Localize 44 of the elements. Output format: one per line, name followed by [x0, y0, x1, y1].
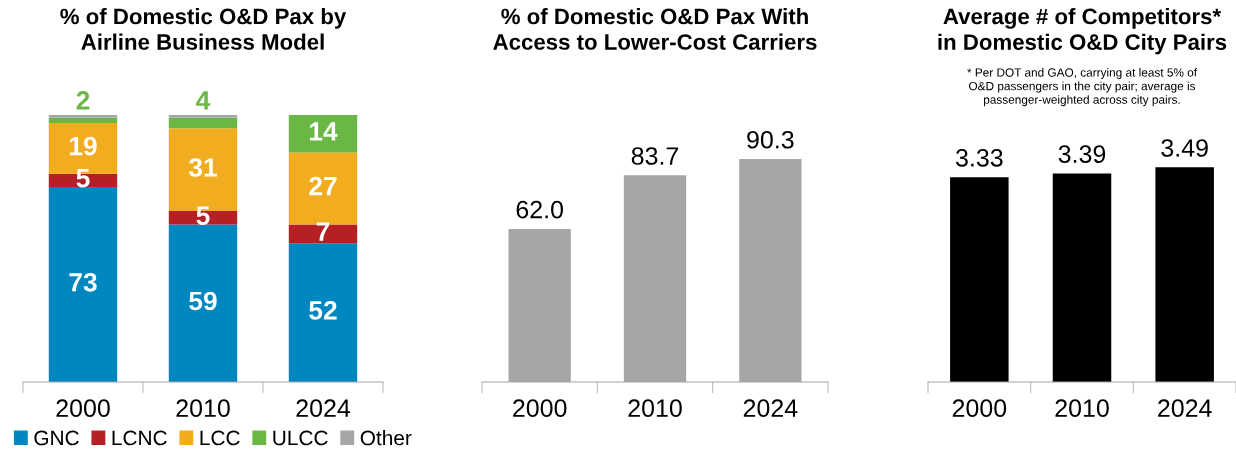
legend-label: LCC — [200, 430, 240, 446]
text: * Per DOT and GAO, carrying at least 5% of O&D passengers in the city pair; average is passenger-weighted across city pairs. — [967, 68, 1198, 107]
data-label: 2 — [76, 91, 90, 110]
data-label: 59 — [189, 291, 217, 311]
data-label: 3.39 — [1058, 145, 1106, 163]
bar — [48, 117, 118, 124]
legend-label: Other — [360, 430, 412, 446]
x-tick-label: 2000 — [513, 399, 567, 418]
data-label: 90.3 — [747, 130, 794, 149]
x-tick-label: 2024 — [296, 399, 351, 418]
data-label: 31 — [188, 158, 217, 177]
data-label: 19 — [69, 136, 97, 156]
data-label: 3.49 — [1161, 139, 1208, 157]
data-label: 3.33 — [955, 148, 1003, 167]
bar — [288, 224, 358, 244]
legend-label: ULCC — [273, 430, 328, 446]
x-tick-label: 2010 — [1055, 399, 1109, 418]
bar — [48, 187, 118, 382]
legend-label: LCNC — [112, 430, 167, 446]
legend-label: GNC — [34, 430, 79, 446]
bar — [288, 243, 358, 382]
data-label: 27 — [309, 176, 337, 196]
data-label: 62.0 — [516, 200, 564, 219]
x-tick-label: 2024 — [1158, 399, 1212, 418]
data-label: 4 — [196, 91, 211, 110]
chart-title: % of Domestic O&D Pax by Airline Business Model — [60, 8, 347, 50]
x-tick-label: 2010 — [176, 399, 230, 418]
data-label: 5 — [196, 206, 210, 225]
x-tick-label: 2000 — [952, 399, 1007, 418]
data-label: 83.7 — [631, 147, 679, 165]
x-tick-label: 2024 — [743, 399, 798, 418]
bar — [168, 115, 238, 118]
chart-title: Average # of Competitors* in Domestic O&D City Pairs — [938, 8, 1227, 55]
bar — [168, 117, 238, 129]
x-tick-label: 2000 — [56, 399, 110, 418]
x-tick-label: 2010 — [628, 399, 682, 418]
bar — [168, 224, 238, 382]
data-label: 7 — [316, 222, 330, 241]
bar — [48, 115, 118, 118]
data-label: 14 — [309, 122, 338, 141]
data-label: 73 — [69, 272, 97, 292]
data-label: 52 — [309, 300, 337, 320]
data-label: 5 — [76, 169, 90, 188]
chart-title: % of Domestic O&D Pax With Access to Lower-Cost Carriers — [493, 8, 817, 50]
